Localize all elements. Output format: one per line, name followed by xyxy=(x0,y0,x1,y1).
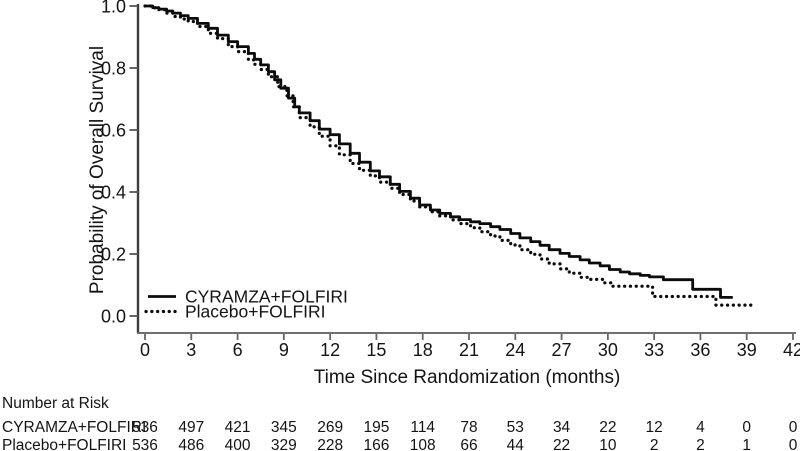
x-tick-label: 0 xyxy=(140,340,150,360)
x-tick-label: 9 xyxy=(279,340,289,360)
risk-table-row-label-placebo: Placebo+FOLFIRI xyxy=(2,437,126,451)
y-tick-label: 0.8 xyxy=(101,58,126,78)
risk-count: 195 xyxy=(363,419,389,436)
risk-count: 497 xyxy=(178,419,204,436)
risk-count: 22 xyxy=(599,419,616,436)
x-tick-label: 27 xyxy=(552,340,572,360)
x-tick-label: 6 xyxy=(233,340,243,360)
risk-count: 0 xyxy=(789,419,798,436)
legend: CYRAMZA+FOLFIRI Placebo+FOLFIRI xyxy=(144,287,348,322)
x-tick-label: 36 xyxy=(690,340,710,360)
x-axis-title: Time Since Randomization (months) xyxy=(314,367,621,388)
survival-curve-placebo xyxy=(143,4,755,307)
risk-table-row-label-cyramza: CYRAMZA+FOLFIRI xyxy=(2,419,146,436)
risk-count: 536 xyxy=(132,437,158,451)
x-tick-label: 42 xyxy=(783,340,800,360)
risk-count: 44 xyxy=(507,437,525,451)
x-tick-label: 39 xyxy=(737,340,757,360)
risk-count: 536 xyxy=(132,419,158,436)
risk-count: 78 xyxy=(460,419,477,436)
risk-count: 108 xyxy=(410,437,436,451)
x-tick-label: 12 xyxy=(320,340,340,360)
y-axis-ticks: 1.0 0.8 0.6 0.4 0.2 0.0 xyxy=(101,0,138,326)
risk-count: 34 xyxy=(553,419,571,436)
x-tick-label: 33 xyxy=(644,340,664,360)
risk-count: 114 xyxy=(410,419,435,436)
risk-count: 2 xyxy=(696,437,705,451)
risk-count: 0 xyxy=(742,419,751,436)
risk-count: 421 xyxy=(225,419,251,436)
risk-count: 10 xyxy=(599,437,617,451)
risk-count: 53 xyxy=(507,419,524,436)
survival-curves xyxy=(143,4,755,307)
risk-table-header: Number at Risk xyxy=(2,395,109,412)
x-tick-label: 30 xyxy=(598,340,618,360)
y-tick-label: 0.6 xyxy=(101,120,126,140)
x-tick-label: 18 xyxy=(413,340,433,360)
risk-count: 345 xyxy=(271,419,297,436)
y-tick-label: 0.4 xyxy=(101,182,126,202)
legend-label-cyramza: CYRAMZA+FOLFIRI xyxy=(185,287,348,307)
x-tick-label: 15 xyxy=(366,340,386,360)
x-tick-label: 21 xyxy=(459,340,479,360)
risk-count: 66 xyxy=(460,437,477,451)
survival-curve-cyramza xyxy=(145,4,733,299)
risk-count: 0 xyxy=(789,437,798,451)
x-axis-ticks: 0 3 6 9 12 15 18 21 24 27 30 33 36 39 42 xyxy=(140,334,800,360)
risk-count: 12 xyxy=(646,419,663,436)
risk-count: 329 xyxy=(271,437,297,451)
risk-count: 269 xyxy=(317,419,343,436)
risk-count: 2 xyxy=(650,437,659,451)
risk-count: 22 xyxy=(553,437,570,451)
risk-count: 228 xyxy=(317,437,343,451)
x-tick-label: 24 xyxy=(505,340,525,360)
risk-count: 486 xyxy=(178,437,204,451)
risk-count: 4 xyxy=(696,419,705,436)
y-tick-label: 1.0 xyxy=(101,0,126,16)
risk-count: 166 xyxy=(363,437,389,451)
y-axis-title: Probability of Overall Survival xyxy=(87,46,108,294)
y-tick-label: 0.2 xyxy=(101,244,126,264)
legend-label-placebo: Placebo+FOLFIRI xyxy=(185,302,326,322)
y-tick-label: 0.0 xyxy=(101,306,126,326)
risk-count: 1 xyxy=(742,437,751,451)
x-tick-label: 3 xyxy=(186,340,196,360)
risk-count: 400 xyxy=(225,437,251,451)
